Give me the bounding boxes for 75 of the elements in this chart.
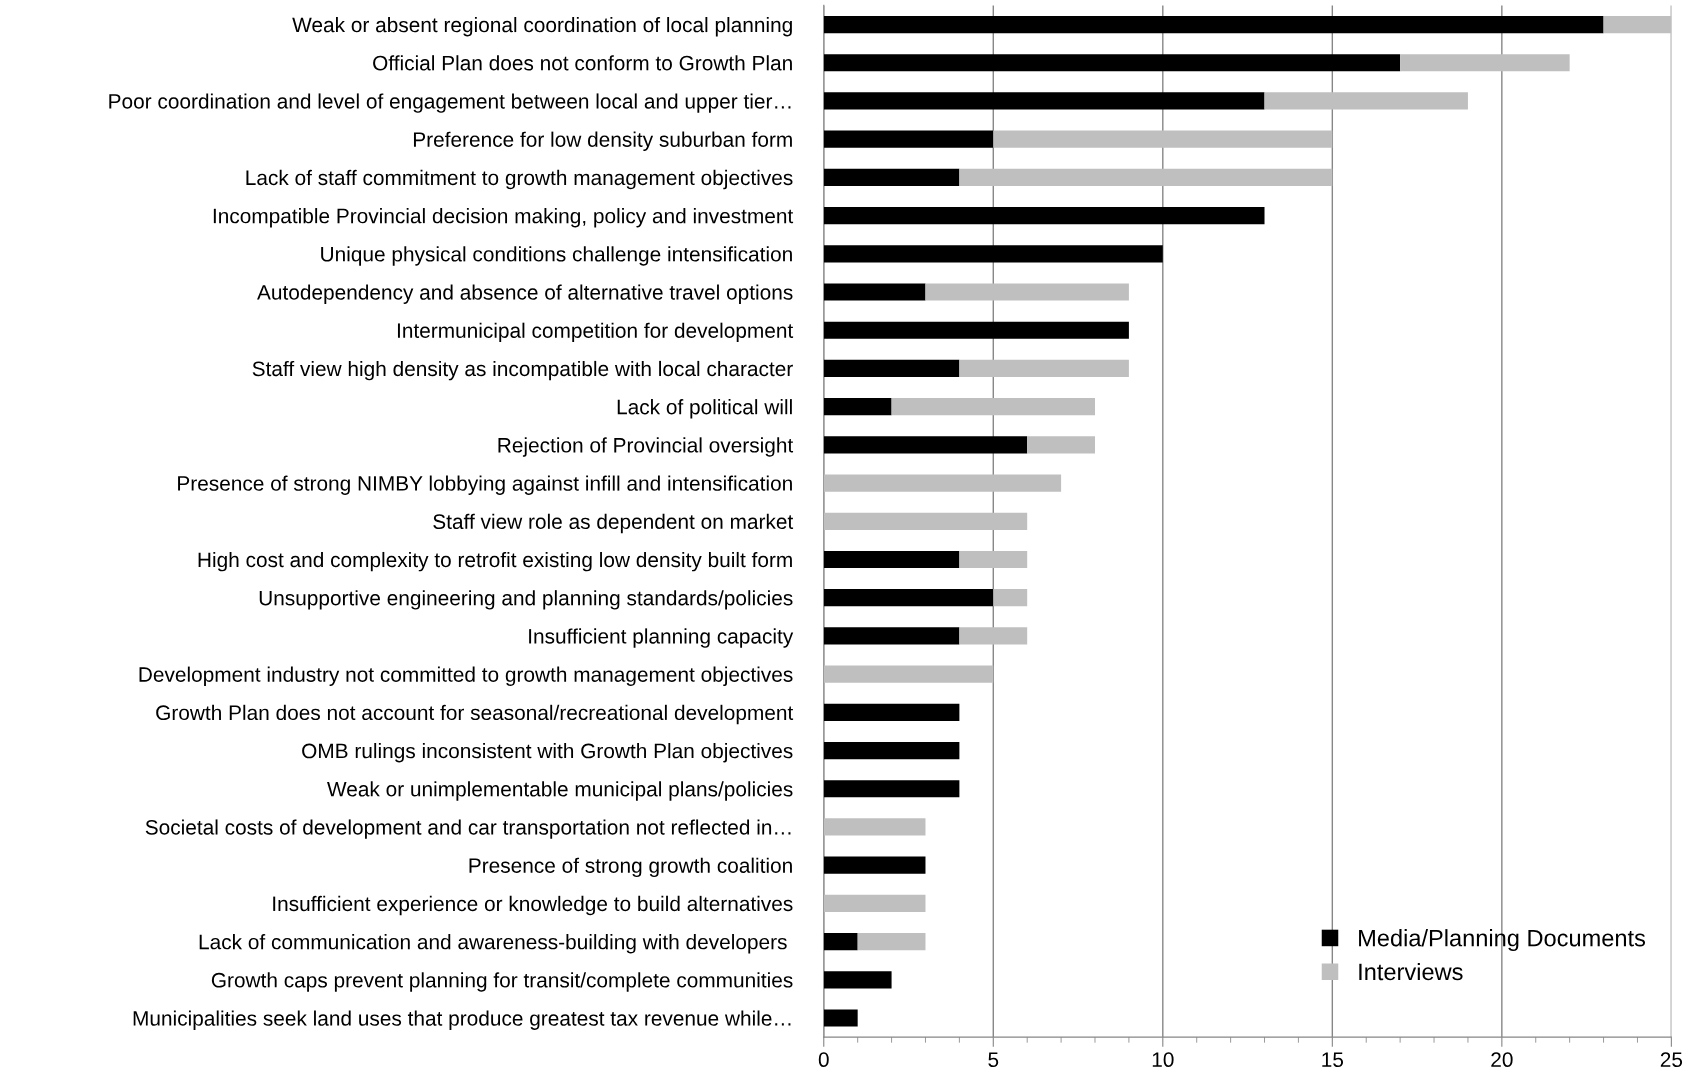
bar [823,398,892,416]
bar [823,933,858,951]
y-tick-label: Lack of communication and awareness-building with developers [199,934,787,954]
bar [993,589,1028,607]
y-tick-label: Poor coordination and level of engagement between local and upper tier… [109,93,791,113]
bar [1400,54,1570,72]
x-tick-label: 10 [1152,1052,1174,1068]
bar [823,665,994,683]
y-tick-label: Presence of strong NIMBY lobbying against infill and intensification [178,475,792,495]
y-tick-label: High cost and complexity to retrofit existing low density built form [198,551,792,572]
bar [823,359,960,378]
bar [823,321,1129,339]
y-tick-label: Municipalities seek land uses that produce greatest tax revenue while… [133,1010,791,1030]
y-tick-label: Incompatible Provincial decision making, policy and investment [213,208,794,228]
bar [1264,92,1468,110]
bar [823,703,960,721]
y-tick-label: Unsupportive engineering and planning standards/policies [259,590,793,610]
y-tick-label: Presence of strong growth coalition [469,857,792,878]
bar [823,245,1163,263]
y-tick-label: Growth Plan does not account for seasonal/recreational development [156,704,794,725]
legend-label: Media/Planning Documents [1359,929,1646,952]
bar [823,436,1028,454]
bar [891,398,1095,416]
y-tick-label: Development industry not committed to growth management objectives [139,666,793,686]
y-tick-label: Insufficient experience or knowledge to build alternatives [273,895,793,916]
bar [993,130,1333,148]
y-tick-label: Unique physical conditions challenge intensification [321,246,792,266]
bar [823,283,926,301]
y-tick-label: Weak or absent regional coordination of local planning [292,16,792,37]
bar [823,780,960,798]
bar [823,550,960,569]
y-tick-label: Growth caps prevent planning for transit/complete communities [211,972,793,992]
bar [823,627,960,645]
y-tick-label: OMB rulings inconsistent with Growth Plan objectives [302,743,793,763]
y-tick-label: Weak or unimplementable municipal plans/policies [327,781,793,801]
bar [1027,436,1095,454]
bar [823,856,926,874]
y-tick-label: Intermunicipal competition for development [397,322,794,343]
y-tick-label: Staff view high density as incompatible with local character [252,360,793,381]
bar [823,168,960,186]
bar [823,474,1062,492]
y-tick-label: Societal costs of development and car transportation not reflected in… [145,819,791,839]
x-tick-label: 20 [1491,1052,1513,1068]
bar [959,359,1129,378]
y-tick-label: Official Plan does not conform to Growth Plan [373,55,792,71]
x-tick-label: 25 [1660,1052,1683,1068]
bar [857,933,926,951]
bar [823,818,926,836]
bar [1603,15,1672,34]
bar [925,283,1129,301]
bar [823,1009,858,1027]
bar [823,130,994,148]
y-tick-label: Staff view role as dependent on market [433,513,794,534]
bar [959,550,1028,569]
bar [823,92,1265,110]
bar [823,512,1028,530]
x-tick-label: 5 [988,1052,999,1068]
y-tick-label: Lack of staff commitment to growth management objectives [246,169,793,190]
bar [959,168,1333,186]
y-tick-label: Insufficient planning capacity [529,628,794,648]
bar [823,741,960,760]
legend-label: Interviews [1359,962,1463,981]
x-tick-label: 15 [1322,1052,1344,1068]
bar [823,15,1604,34]
y-tick-label: Autodependency and absence of alternative travel options [257,284,793,304]
x-tick-label: 0 [818,1052,829,1068]
bar [823,206,1265,225]
y-tick-label: Rejection of Provincial oversight [498,437,794,457]
bar [959,627,1028,645]
bar [823,971,892,989]
y-tick-label: Preference for low density suburban form [413,131,792,152]
bar [823,894,926,912]
bar [823,589,994,607]
bar [823,54,1401,72]
y-tick-label: Lack of political will [617,399,792,419]
